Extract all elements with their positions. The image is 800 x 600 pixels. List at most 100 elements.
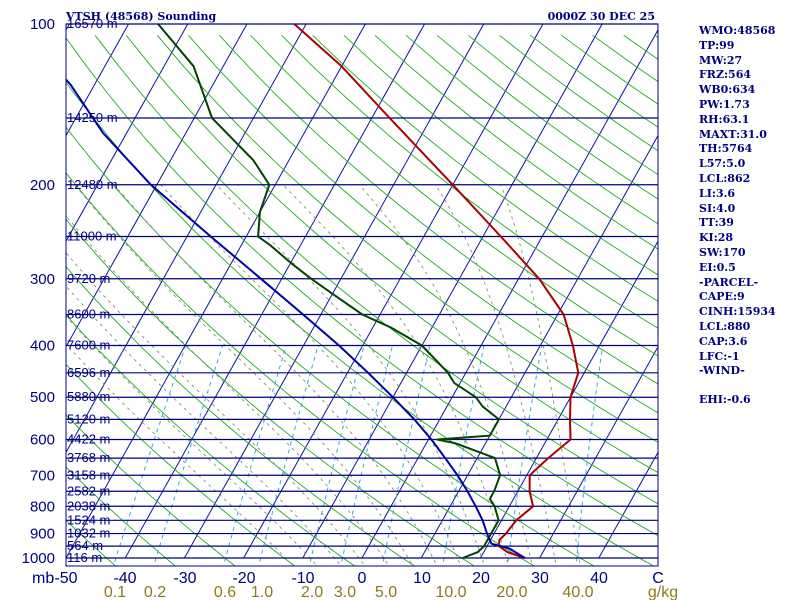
index-item: LCL:880	[699, 319, 751, 333]
moist-adiabat-line	[66, 252, 366, 566]
isotherm-line	[183, 24, 485, 559]
dry-adiabat-line	[188, 35, 658, 414]
index-item: LI:3.6	[699, 186, 736, 200]
mixing-ratio-tick-label: 40.0	[562, 584, 593, 600]
mixing-ratio-tick-label: 0.6	[214, 584, 236, 600]
temperature-tick-label: -10	[291, 570, 314, 587]
mixing-ratio-tick-label: 2.0	[301, 584, 323, 600]
mixing-ratio-line	[575, 345, 604, 566]
index-item: LCL:862	[699, 171, 751, 185]
mixing-ratio-tick-label: 1.0	[251, 584, 273, 600]
height-label: 116 m	[67, 550, 102, 565]
mixing-ratio-line	[222, 345, 287, 566]
height-label: 8600 m	[67, 307, 110, 322]
height-label: 7600 m	[67, 338, 110, 353]
height-label: 2038 m	[67, 498, 110, 513]
axis-unit-mb: mb	[32, 570, 54, 587]
dry-adiabat-line	[94, 35, 658, 505]
dry-adiabat-line	[66, 519, 117, 566]
dry-adiabat-line	[66, 363, 296, 566]
index-item: SI:4.0	[699, 201, 736, 215]
plot-frame	[65, 23, 659, 567]
isotherm-line	[66, 24, 248, 348]
mixing-ratio-tick-label: 3.0	[334, 584, 356, 600]
index-item: -WIND-	[699, 364, 745, 378]
pressure-label: 200	[30, 177, 55, 194]
index-item: CINH:15934	[699, 305, 776, 319]
index-item: KI:28	[699, 231, 734, 245]
temperature-tick-label: -50	[54, 570, 77, 587]
index-item: MW:27	[699, 53, 743, 67]
isotherm-line	[479, 240, 658, 559]
temperature-tick-label: -30	[173, 570, 196, 587]
height-label: 5880 m	[67, 389, 110, 404]
dry-adiabat-line	[66, 466, 177, 566]
dry-adiabat-line	[66, 314, 356, 566]
isotherm-line	[66, 24, 129, 137]
height-label: 4422 m	[67, 432, 110, 447]
dry-adiabat-line	[250, 34, 658, 357]
mixing-ratio-tick-label: g/kg	[648, 584, 678, 600]
index-item: MAXT:31.0	[699, 127, 767, 141]
index-item: CAPE:9	[699, 290, 745, 304]
height-label: 3768 m	[67, 450, 110, 465]
dry-adiabat-line	[343, 34, 658, 276]
index-item: CAP:3.6	[699, 334, 748, 348]
index-item: EHI:-0.6	[699, 393, 751, 407]
dry-adiabat-line	[66, 218, 476, 566]
parcel-profile-line	[66, 78, 526, 559]
mixing-ratio-line	[112, 345, 187, 566]
isotherm-line	[66, 24, 307, 454]
temperature-tick-label: 10	[413, 570, 431, 587]
mixing-ratio-line	[258, 345, 319, 566]
isotherm-line	[66, 24, 189, 243]
height-label: 5120 m	[67, 411, 110, 426]
dewpoint-profile-line	[157, 24, 502, 559]
pressure-label: 800	[30, 498, 55, 515]
height-label: 9720 m	[67, 271, 110, 286]
mixing-ratio-tick-label: 0.1	[104, 584, 126, 600]
temperature-tick-label: -20	[232, 570, 255, 587]
temperature-tick-label: 30	[531, 570, 549, 587]
sounding-time: 0000Z 30 DEC 25	[548, 10, 655, 23]
pressure-label: 600	[30, 432, 55, 449]
index-item: FRZ:564	[699, 68, 752, 82]
isotherm-line	[243, 24, 544, 559]
mixing-ratio-line	[153, 345, 224, 566]
dry-adiabat-line	[66, 37, 658, 537]
index-item	[699, 379, 799, 393]
moist-adiabat-line	[113, 184, 438, 566]
sounding-indices: WMO:48568 TP:99 MW:27 FRZ:564 WB0:634 PW:1.73…	[699, 24, 799, 408]
pressure-label: 100	[30, 16, 55, 33]
pressure-label: 300	[30, 271, 55, 288]
height-label: 1524 m	[67, 512, 110, 527]
height-label: 1032 m	[67, 526, 110, 541]
index-item: TP:99	[699, 38, 735, 52]
isotherm-line	[539, 345, 658, 559]
temperature-profile-line	[293, 24, 580, 559]
temperature-tick-label: 40	[590, 570, 608, 587]
temperature-tick-label: 20	[472, 570, 490, 587]
moist-adiabat-line	[74, 184, 414, 566]
mixing-ratio-tick-label: 10.0	[435, 584, 466, 600]
height-label: 16570 m	[67, 16, 118, 31]
moist-adiabat-line	[500, 184, 581, 566]
dry-adiabat-line	[66, 81, 655, 566]
index-item: SW:170	[699, 245, 746, 259]
isotherm-line	[598, 451, 658, 559]
moist-adiabat-line	[66, 285, 342, 566]
dry-adiabat-line	[66, 172, 535, 566]
pressure-label: 400	[30, 338, 55, 355]
height-label: 564 m	[67, 538, 103, 553]
index-item: WMO:48568	[699, 24, 776, 37]
height-label: 11000 m	[67, 228, 117, 243]
moist-adiabat-line	[215, 184, 486, 566]
pressure-label: 900	[30, 526, 55, 543]
height-label: 2582 m	[67, 483, 110, 498]
index-item: TT:39	[699, 216, 734, 230]
mixing-ratio-line	[506, 345, 543, 566]
pressure-label: 500	[30, 389, 55, 406]
isotherm-line	[420, 134, 658, 559]
isotherm-line	[361, 28, 658, 559]
